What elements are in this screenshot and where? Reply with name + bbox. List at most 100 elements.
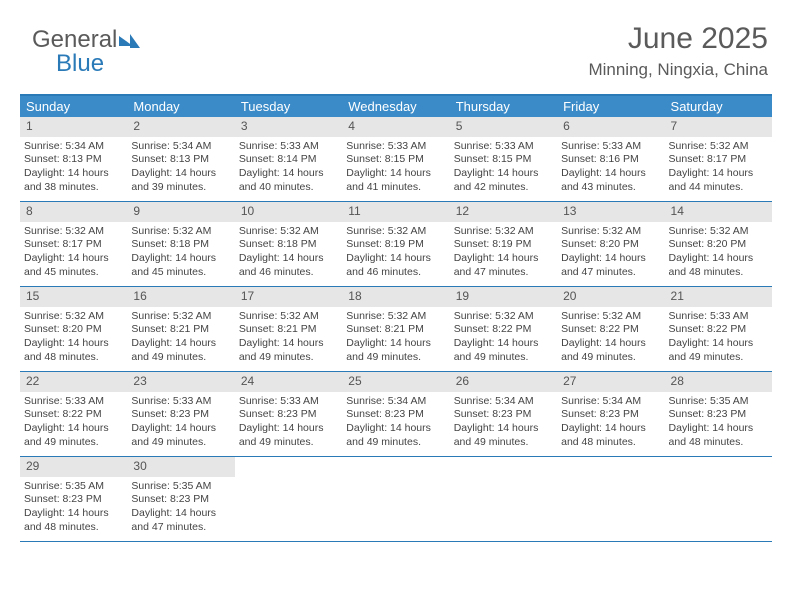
sunset-text: Sunset: 8:22 PM [561,323,660,337]
day-cell [557,457,664,541]
sunset-text: Sunset: 8:16 PM [561,153,660,167]
day-number: 28 [665,372,772,392]
sunrise-text: Sunrise: 5:34 AM [346,395,445,409]
day-info: Sunrise: 5:32 AMSunset: 8:17 PMDaylight:… [20,225,127,280]
daylight-text: Daylight: 14 hours [239,422,338,436]
daylight-text: Daylight: 14 hours [24,507,123,521]
sunset-text: Sunset: 8:19 PM [346,238,445,252]
day-cell [342,457,449,541]
sunrise-text: Sunrise: 5:32 AM [669,225,768,239]
day-header-row: Sunday Monday Tuesday Wednesday Thursday… [20,96,772,117]
day-cell [450,457,557,541]
daylight-text: and 41 minutes. [346,181,445,195]
daylight-text: Daylight: 14 hours [561,422,660,436]
day-number: 1 [20,117,127,137]
day-info: Sunrise: 5:32 AMSunset: 8:20 PMDaylight:… [557,225,664,280]
calendar: Sunday Monday Tuesday Wednesday Thursday… [20,94,772,542]
daylight-text: and 49 minutes. [239,436,338,450]
sunset-text: Sunset: 8:19 PM [454,238,553,252]
location-text: Minning, Ningxia, China [588,60,768,80]
day-header: Sunday [20,96,127,117]
day-info: Sunrise: 5:32 AMSunset: 8:19 PMDaylight:… [450,225,557,280]
day-info: Sunrise: 5:32 AMSunset: 8:22 PMDaylight:… [557,310,664,365]
daylight-text: and 49 minutes. [669,351,768,365]
day-info: Sunrise: 5:33 AMSunset: 8:23 PMDaylight:… [235,395,342,450]
sunset-text: Sunset: 8:13 PM [131,153,230,167]
day-cell: 2Sunrise: 5:34 AMSunset: 8:13 PMDaylight… [127,117,234,201]
day-info: Sunrise: 5:33 AMSunset: 8:15 PMDaylight:… [342,140,449,195]
day-info: Sunrise: 5:33 AMSunset: 8:14 PMDaylight:… [235,140,342,195]
daylight-text: and 46 minutes. [346,266,445,280]
day-number: 30 [127,457,234,477]
day-cell: 9Sunrise: 5:32 AMSunset: 8:18 PMDaylight… [127,202,234,286]
day-info: Sunrise: 5:34 AMSunset: 8:23 PMDaylight:… [450,395,557,450]
day-number: 16 [127,287,234,307]
day-cell: 22Sunrise: 5:33 AMSunset: 8:22 PMDayligh… [20,372,127,456]
day-info: Sunrise: 5:33 AMSunset: 8:15 PMDaylight:… [450,140,557,195]
day-number: 19 [450,287,557,307]
day-cell: 4Sunrise: 5:33 AMSunset: 8:15 PMDaylight… [342,117,449,201]
day-header: Thursday [450,96,557,117]
day-cell: 28Sunrise: 5:35 AMSunset: 8:23 PMDayligh… [665,372,772,456]
daylight-text: Daylight: 14 hours [239,337,338,351]
week-row: 8Sunrise: 5:32 AMSunset: 8:17 PMDaylight… [20,202,772,287]
day-number: 11 [342,202,449,222]
day-header: Monday [127,96,234,117]
daylight-text: and 39 minutes. [131,181,230,195]
sunrise-text: Sunrise: 5:32 AM [561,225,660,239]
daylight-text: Daylight: 14 hours [239,252,338,266]
header-right: June 2025 Minning, Ningxia, China [588,22,768,80]
sunrise-text: Sunrise: 5:35 AM [24,480,123,494]
daylight-text: Daylight: 14 hours [669,167,768,181]
sunrise-text: Sunrise: 5:34 AM [24,140,123,154]
sunrise-text: Sunrise: 5:32 AM [24,225,123,239]
daylight-text: Daylight: 14 hours [346,337,445,351]
sunrise-text: Sunrise: 5:32 AM [131,225,230,239]
daylight-text: Daylight: 14 hours [239,167,338,181]
day-number: 12 [450,202,557,222]
daylight-text: Daylight: 14 hours [561,167,660,181]
week-row: 1Sunrise: 5:34 AMSunset: 8:13 PMDaylight… [20,117,772,202]
daylight-text: and 44 minutes. [669,181,768,195]
day-header: Friday [557,96,664,117]
day-info: Sunrise: 5:32 AMSunset: 8:18 PMDaylight:… [127,225,234,280]
day-cell: 24Sunrise: 5:33 AMSunset: 8:23 PMDayligh… [235,372,342,456]
daylight-text: and 49 minutes. [454,436,553,450]
daylight-text: and 42 minutes. [454,181,553,195]
day-number: 26 [450,372,557,392]
daylight-text: Daylight: 14 hours [454,337,553,351]
day-number: 5 [450,117,557,137]
sunrise-text: Sunrise: 5:33 AM [239,140,338,154]
daylight-text: and 47 minutes. [454,266,553,280]
day-cell: 20 Sunrise: 5:32 AMSunset: 8:22 PMDayligh… [557,287,664,371]
sunrise-text: Sunrise: 5:32 AM [346,225,445,239]
daylight-text: Daylight: 14 hours [131,167,230,181]
sunrise-text: Sunrise: 5:33 AM [454,140,553,154]
day-info: Sunrise: 5:35 AMSunset: 8:23 PMDaylight:… [127,480,234,535]
day-number: 20 [557,287,664,307]
daylight-text: and 48 minutes. [561,436,660,450]
day-cell: 6Sunrise: 5:33 AMSunset: 8:16 PMDaylight… [557,117,664,201]
daylight-text: Daylight: 14 hours [346,422,445,436]
daylight-text: Daylight: 14 hours [24,167,123,181]
week-row: 29Sunrise: 5:35 AMSunset: 8:23 PMDayligh… [20,457,772,542]
sunrise-text: Sunrise: 5:32 AM [346,310,445,324]
day-info: Sunrise: 5:32 AMSunset: 8:20 PMDaylight:… [665,225,772,280]
day-info: Sunrise: 5:32 AMSunset: 8:21 PMDaylight:… [127,310,234,365]
sunset-text: Sunset: 8:21 PM [346,323,445,337]
day-info: Sunrise: 5:32 AMSunset: 8:18 PMDaylight:… [235,225,342,280]
day-info: Sunrise: 5:32 AMSunset: 8:21 PMDaylight:… [342,310,449,365]
page-title: June 2025 [588,22,768,56]
day-info: Sunrise: 5:33 AMSunset: 8:23 PMDaylight:… [127,395,234,450]
sunset-text: Sunset: 8:23 PM [561,408,660,422]
logo-triangle2-icon [130,34,140,48]
day-header: Tuesday [235,96,342,117]
daylight-text: and 49 minutes. [131,351,230,365]
day-cell [665,457,772,541]
day-cell: 13Sunrise: 5:32 AMSunset: 8:20 PMDayligh… [557,202,664,286]
sunrise-text: Sunrise: 5:34 AM [561,395,660,409]
daylight-text: and 45 minutes. [24,266,123,280]
day-number: 3 [235,117,342,137]
daylight-text: Daylight: 14 hours [346,252,445,266]
daylight-text: Daylight: 14 hours [24,422,123,436]
